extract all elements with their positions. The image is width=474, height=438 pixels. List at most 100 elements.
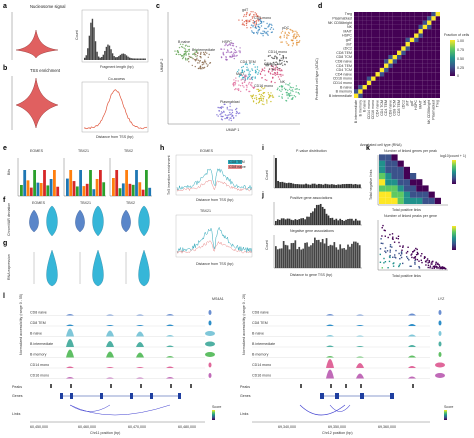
umap-point	[244, 75, 246, 77]
umap-point	[245, 89, 248, 91]
heat-cell	[427, 85, 432, 90]
k-title-top: Number of linked genes per peak	[384, 149, 437, 153]
j-pos-bar	[276, 219, 279, 225]
i-bar	[277, 180, 280, 188]
f-gene-0: EOMES	[32, 201, 46, 205]
heat-cell	[427, 33, 432, 38]
umap-point	[226, 114, 228, 117]
umap-point	[259, 22, 262, 25]
umap-point	[241, 66, 243, 69]
heat-cell	[414, 20, 419, 25]
umap-point	[252, 87, 255, 89]
umap-point	[220, 118, 223, 120]
umap-point	[285, 60, 288, 63]
heat-cell	[401, 33, 406, 38]
l-exon-left	[70, 393, 73, 399]
umap-point	[255, 102, 258, 105]
k-scatter-point	[430, 263, 432, 265]
l-track-label-right: CD16 mono	[252, 374, 271, 378]
j-neg-bar	[353, 241, 355, 268]
g-ylabel: RNA expression	[7, 254, 11, 280]
heat-cell	[401, 80, 406, 86]
l-peak-mark-right	[345, 384, 347, 388]
heat-cell	[375, 12, 380, 17]
umap-point	[183, 47, 185, 49]
k-scatter-point	[415, 254, 418, 256]
heat-cell	[379, 12, 385, 17]
umap-point	[187, 58, 190, 60]
umap-point	[238, 50, 240, 52]
umap-point	[178, 53, 180, 56]
heat-cell	[358, 24, 363, 30]
h-gene-0: EOMES	[200, 149, 214, 153]
umap-point	[264, 59, 266, 61]
umap-point	[239, 74, 241, 77]
umap-point	[298, 88, 300, 91]
umap-point	[236, 107, 238, 110]
umap-point	[283, 87, 286, 90]
i-bar	[290, 182, 292, 188]
umap-point	[223, 110, 225, 113]
umap-point	[291, 98, 294, 100]
umap-point	[248, 19, 250, 22]
l-peak-right	[326, 345, 334, 347]
k-scatter-point	[414, 259, 416, 262]
j-neg-bar	[341, 248, 343, 268]
i-bar	[294, 184, 297, 188]
i-title: P-value distribution	[296, 149, 327, 153]
heat-cell	[366, 50, 372, 55]
umap-point	[282, 57, 284, 59]
umap-point	[221, 116, 223, 118]
umap-point	[285, 83, 287, 85]
heat-cell	[375, 55, 380, 60]
j-pos-bar	[323, 208, 326, 225]
k-scatter-point	[427, 266, 429, 269]
umap-point	[280, 73, 282, 76]
l-peak-right	[326, 314, 334, 316]
d-legend-tick-1: 0.75	[457, 48, 464, 52]
umap-cluster-label: CD16 mono	[254, 84, 273, 88]
i-bar	[307, 184, 310, 188]
umap-point	[246, 27, 248, 29]
l-peak-left	[106, 314, 114, 316]
k-scatter-point	[387, 267, 389, 269]
umap-point	[276, 71, 279, 74]
heat-cell	[362, 72, 367, 77]
heat-cell	[435, 33, 440, 38]
h-tbx21-tem-trace	[176, 226, 252, 254]
l-expr-violin-left	[205, 331, 215, 336]
panel-f: EOMES TBX21 TBX2 ChromVAR deviation	[7, 201, 150, 237]
k-scatter-point	[395, 249, 397, 252]
heat-cell	[435, 16, 440, 21]
heat-cell	[414, 85, 419, 90]
umap-point	[253, 14, 255, 16]
umap-point	[270, 81, 272, 83]
heat-cell	[392, 20, 397, 25]
heat-cell	[384, 33, 389, 38]
umap-point	[229, 105, 231, 108]
heat-cell	[354, 12, 359, 17]
motif-letter	[99, 170, 102, 196]
motif-letter	[39, 183, 43, 196]
e-motif-0: EOMES	[30, 149, 44, 153]
umap-point	[235, 80, 237, 82]
umap-point	[244, 78, 246, 80]
heat-cell	[422, 55, 428, 60]
umap-point	[253, 16, 255, 18]
umap-point	[227, 114, 230, 116]
k-scatter-point	[389, 251, 391, 253]
umap-point	[251, 16, 253, 18]
heat-row-label: CD4 TEM	[336, 64, 352, 68]
motif-letter	[75, 186, 79, 196]
panel-h: EOMES TBX21 CD8 TEM CD8 naive Distance f…	[167, 149, 253, 266]
j-neg-bar	[292, 242, 295, 268]
j-neg-bar	[319, 242, 322, 268]
umap-point	[217, 106, 219, 109]
umap-point	[296, 33, 298, 35]
umap-point	[280, 90, 282, 93]
heat-cell	[401, 76, 406, 81]
heat-cell	[401, 12, 406, 17]
h-xlabel-top: Distance from TSS (bp)	[196, 198, 233, 202]
umap-cluster-label: pDC	[282, 26, 290, 30]
